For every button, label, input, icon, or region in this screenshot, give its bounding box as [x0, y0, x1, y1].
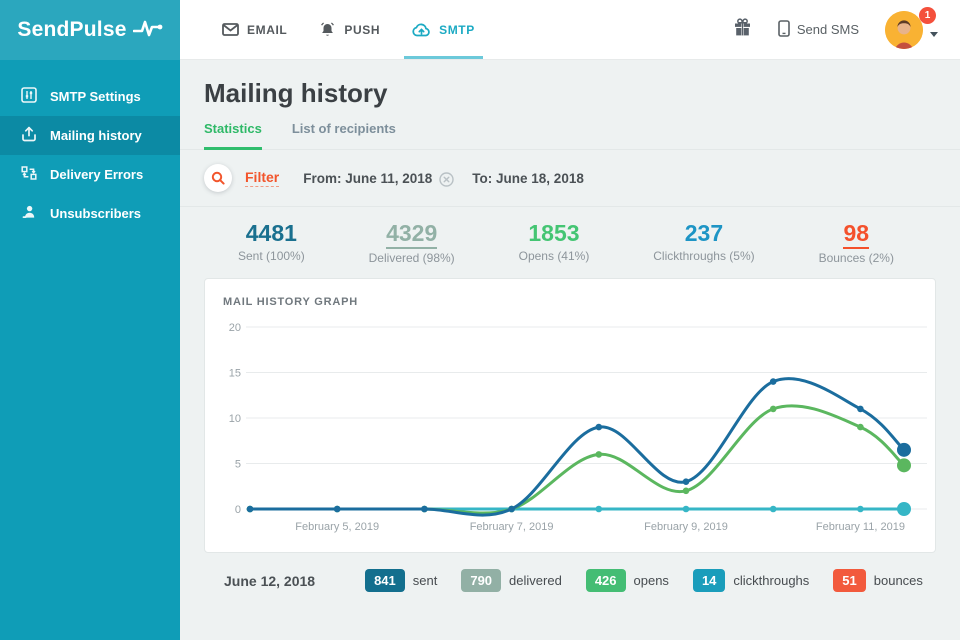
stat-clickthroughs: 237 Clickthroughs (5%) [653, 220, 754, 265]
sidebar-item-label: Mailing history [50, 128, 142, 143]
nav-tab-label: PUSH [344, 22, 381, 37]
nav-tab-smtp[interactable]: SMTP [396, 0, 491, 59]
cloud-icon [412, 23, 431, 37]
main-content: Mailing history Statistics List of recip… [180, 60, 960, 640]
legend-badge-sent: 841 [365, 569, 405, 592]
mailing-history-icon [21, 126, 37, 145]
legend-item-bounces: 51 bounces [833, 569, 923, 592]
selected-day-legend: June 12, 2018 841 sent 790 delivered 426… [180, 553, 960, 592]
filter-to-value: To: June 18, 2018 [472, 170, 584, 186]
user-menu[interactable]: 1 [885, 6, 938, 49]
stat-bounces-value[interactable]: 98 [843, 220, 870, 249]
settings-sliders-icon [21, 87, 37, 106]
selected-day-date: June 12, 2018 [224, 572, 316, 589]
svg-text:February 5, 2019: February 5, 2019 [295, 521, 379, 533]
send-sms-label: Send SMS [796, 22, 859, 37]
stat-sent-label: Sent (100%) [238, 249, 305, 263]
sidebar-item-smtp-settings[interactable]: SMTP Settings [0, 77, 180, 116]
mail-history-panel: MAIL HISTORY GRAPH 0 5 10 15 20 February 5, 2… [204, 278, 936, 553]
stat-delivered: 4329 Delivered (98%) [369, 220, 455, 265]
clear-filter-icon[interactable] [439, 171, 454, 187]
chevron-down-icon [930, 32, 938, 37]
legend-badge-bounces: 51 [833, 569, 866, 592]
svg-text:5: 5 [235, 459, 241, 471]
chart-title: MAIL HISTORY GRAPH [223, 296, 359, 308]
nav-tab-push[interactable]: PUSH [303, 0, 396, 59]
legend-item-sent: 841 sent [365, 569, 437, 592]
mail-history-chart[interactable]: 0 5 10 15 20 February 5, 2019 February 7, 2019… [223, 314, 931, 544]
summary-stats: 4481 Sent (100%) 4329 Delivered (98%) 18… [180, 207, 960, 278]
svg-text:February 7, 2019: February 7, 2019 [470, 521, 554, 533]
envelope-icon [222, 23, 239, 36]
page-title: Mailing history [204, 78, 388, 108]
sidebar-item-label: Unsubscribers [50, 206, 142, 221]
notification-badge[interactable]: 1 [919, 6, 936, 24]
legend-item-clickthroughs: 14 clickthroughs [692, 569, 810, 592]
stat-sent: 4481 Sent (100%) [238, 220, 305, 265]
legend-item-delivered: 790 delivered [461, 569, 562, 592]
pulse-icon [132, 19, 163, 42]
tab-list-of-recipients[interactable]: List of recipients [291, 121, 396, 136]
sidebar-item-label: SMTP Settings [50, 89, 141, 104]
legend-badge-delivered: 790 [461, 569, 502, 592]
stat-delivered-value[interactable]: 4329 [386, 220, 438, 249]
svg-text:15: 15 [229, 368, 241, 380]
svg-text:20: 20 [229, 322, 241, 334]
svg-text:February 11, 2019: February 11, 2019 [816, 521, 905, 533]
stat-clickthroughs-value: 237 [684, 220, 724, 246]
primary-nav: EMAIL PUSH SMTP [206, 0, 491, 59]
stat-delivered-label: Delivered (98%) [368, 251, 455, 265]
legend-label-delivered: delivered [509, 573, 562, 588]
stat-opens: 1853 Opens (41%) [519, 220, 590, 265]
sidebar: SMTP Settings Mailing history Delivery E… [0, 60, 180, 640]
mobile-phone-icon [778, 19, 790, 40]
legend-label-clickthroughs: clickthroughs [733, 573, 810, 588]
svg-text:February 9, 2019: February 9, 2019 [644, 521, 728, 533]
legend-badge-clickthroughs: 14 [692, 569, 726, 592]
legend-label-sent: sent [412, 573, 438, 588]
legend-label-opens: opens [633, 573, 669, 588]
stat-bounces-label: Bounces (2%) [818, 251, 894, 265]
sidebar-item-delivery-errors[interactable]: Delivery Errors [0, 155, 180, 194]
avatar [885, 10, 923, 49]
gift-icon[interactable] [733, 17, 752, 42]
svg-text:0: 0 [235, 504, 241, 516]
svg-text:10: 10 [229, 413, 241, 425]
stat-clickthroughs-label: Clickthroughs (5%) [653, 249, 755, 263]
legend-badge-opens: 426 [585, 569, 626, 592]
nav-tab-label: EMAIL [247, 22, 288, 37]
nav-tab-email[interactable]: EMAIL [206, 0, 303, 59]
sidebar-item-mailing-history[interactable]: Mailing history [0, 116, 180, 155]
brand-name: SendPulse [17, 18, 127, 41]
tab-statistics[interactable]: Statistics [204, 121, 262, 150]
stat-opens-label: Opens (41%) [518, 249, 590, 263]
sidebar-item-unsubscribers[interactable]: Unsubscribers [0, 194, 180, 233]
nav-tab-label: SMTP [439, 22, 475, 37]
legend-item-opens: 426 opens [585, 569, 669, 592]
send-sms-button[interactable]: Send SMS [778, 19, 859, 40]
legend-label-bounces: bounces [873, 573, 923, 588]
stat-sent-value: 4481 [245, 220, 297, 246]
filter-from-value: From: June 11, 2018 [303, 170, 433, 186]
filter-bar: Filter From: June 11, 2018 To: June 18, … [180, 150, 960, 207]
delivery-errors-icon [21, 165, 37, 184]
content-tabs: Statistics List of recipients [180, 121, 960, 150]
filter-link[interactable]: Filter [245, 169, 280, 187]
brand-logo[interactable]: SendPulse [0, 0, 180, 60]
search-icon[interactable] [204, 164, 232, 192]
top-header: SendPulse EMAIL PUSH [0, 0, 960, 60]
stat-bounces: 98 Bounces (2%) [819, 220, 894, 265]
header-actions: Send SMS 1 [733, 0, 960, 59]
bell-icon [319, 22, 336, 37]
stat-opens-value: 1853 [528, 220, 580, 246]
sidebar-item-label: Delivery Errors [50, 167, 144, 182]
unsubscriber-person-icon [21, 204, 37, 223]
